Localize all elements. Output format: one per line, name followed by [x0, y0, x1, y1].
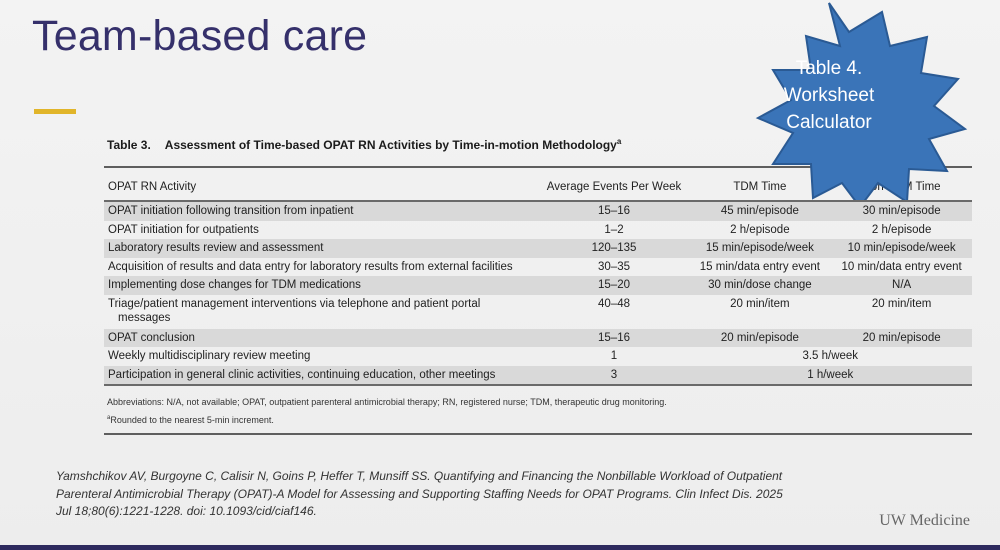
- cell-avg-events: 1: [610, 350, 618, 363]
- table-bottom-rule: [104, 433, 972, 435]
- cell-tdm-time: 15 min/episode/week: [688, 239, 832, 258]
- cell-tdm-time: 45 min/episode: [688, 201, 832, 221]
- cell-activity: Triage/patient management interventions …: [104, 295, 540, 329]
- cell-non-tdm-time: 20 min/item: [871, 297, 932, 310]
- cell-avg-events: 30–35: [598, 260, 630, 273]
- cell-non-tdm-time: 2 h/episode: [871, 223, 932, 236]
- table-abbreviations: Abbreviations: N/A, not available; OPAT,…: [107, 397, 667, 407]
- table-number: Table 3.: [107, 138, 151, 152]
- cell-avg-events: 40–48: [598, 297, 630, 310]
- cell-combined-time: 1 h/week: [688, 365, 972, 386]
- cell-activity: OPAT initiation for outpatients: [108, 223, 259, 236]
- table-caption: Table 3. Assessment of Time-based OPAT RN…: [107, 137, 621, 152]
- cell-avg-events: 1–2: [604, 223, 624, 236]
- cell-tdm-time: 20 min/episode: [688, 328, 832, 347]
- table-row: OPAT initiation for outpatients 1–2 2 h/…: [104, 221, 972, 240]
- opat-activities-table: OPAT RN Activity Average Events Per Week…: [104, 174, 972, 386]
- table-row: Weekly multidisciplinary review meeting …: [104, 347, 972, 366]
- starburst-line2: Worksheet: [783, 85, 875, 106]
- starburst-callout: [755, 2, 968, 200]
- cell-activity: OPAT conclusion: [104, 328, 540, 347]
- table-row: Acquisition of results and data entry fo…: [104, 258, 972, 277]
- cell-activity: OPAT initiation following transition fro…: [104, 201, 540, 221]
- col-header-activity: OPAT RN Activity: [104, 174, 540, 202]
- cell-non-tdm-time: 30 min/episode: [831, 201, 972, 221]
- cell-activity: Laboratory results review and assessment: [104, 239, 540, 258]
- col-header-avg-events: Average Events Per Week: [539, 174, 689, 202]
- table-row: OPAT initiation following transition fro…: [104, 201, 972, 221]
- cell-activity: Participation in general clinic activiti…: [104, 365, 540, 386]
- cell-non-tdm-time: 20 min/episode: [831, 328, 972, 347]
- citation-line2: Parenteral Antimicrobial Therapy (OPAT)-…: [56, 486, 783, 501]
- cell-avg-events: 15–20: [539, 276, 689, 295]
- table-row: Triage/patient management interventions …: [104, 295, 972, 329]
- table-footnote: aRounded to the nearest 5-min increment.: [107, 415, 274, 425]
- cell-avg-events: 120–135: [539, 239, 689, 258]
- cell-activity-line2: messages: [118, 311, 171, 324]
- col-header-tdm-time: TDM Time: [688, 174, 832, 202]
- table-footnote-text: Rounded to the nearest 5-min increment.: [110, 415, 274, 425]
- table-footnote-marker: a: [107, 415, 111, 421]
- title-accent-bar: [34, 109, 76, 114]
- starburst-label: Table 4. Worksheet Calculator: [764, 55, 894, 136]
- citation: Yamshchikov AV, Burgoyne C, Calisir N, G…: [56, 468, 856, 521]
- starburst-shape: [755, 2, 968, 200]
- cell-activity: Implementing dose changes for TDM medica…: [104, 276, 540, 295]
- citation-line1: Yamshchikov AV, Burgoyne C, Calisir N, G…: [56, 469, 783, 483]
- table-row: Implementing dose changes for TDM medica…: [104, 276, 972, 295]
- starburst-line1: Table 4.: [795, 58, 863, 79]
- citation-line3: Jul 18;80(6):1221-1228. doi: 10.1093/cid…: [56, 504, 317, 518]
- table-caption-marker: a: [616, 137, 622, 146]
- cell-avg-events: 15–16: [539, 201, 689, 221]
- cell-tdm-time: 2 h/episode: [730, 223, 790, 236]
- slide-title: Team-based care: [32, 12, 368, 60]
- cell-tdm-time: 15 min/data entry event: [699, 260, 820, 273]
- cell-activity: Acquisition of results and data entry fo…: [108, 260, 513, 273]
- cell-activity-line1: Triage/patient management interventions …: [108, 297, 481, 310]
- table-caption-text: Assessment of Time-based OPAT RN Activit…: [164, 138, 617, 152]
- table-row: Participation in general clinic activiti…: [104, 365, 972, 386]
- cell-non-tdm-time: 10 min/episode/week: [831, 239, 972, 258]
- cell-activity: Weekly multidisciplinary review meeting: [108, 350, 311, 363]
- cell-non-tdm-time: 10 min/data entry event: [841, 260, 962, 273]
- cell-avg-events: 15–16: [539, 328, 689, 347]
- starburst-line3: Calculator: [786, 112, 872, 133]
- cell-combined-time: 3.5 h/week: [802, 350, 859, 363]
- cell-non-tdm-time: N/A: [831, 276, 972, 295]
- table-top-rule: [104, 166, 972, 168]
- table-row: OPAT conclusion 15–16 20 min/episode 20 …: [104, 328, 972, 347]
- cell-tdm-time: 20 min/item: [730, 297, 790, 310]
- cell-tdm-time: 30 min/dose change: [688, 276, 832, 295]
- bottom-band: [0, 545, 1000, 550]
- cell-avg-events: 3: [539, 365, 689, 386]
- uw-medicine-logo: UW Medicine: [879, 512, 970, 529]
- table-row: Laboratory results review and assessment…: [104, 239, 972, 258]
